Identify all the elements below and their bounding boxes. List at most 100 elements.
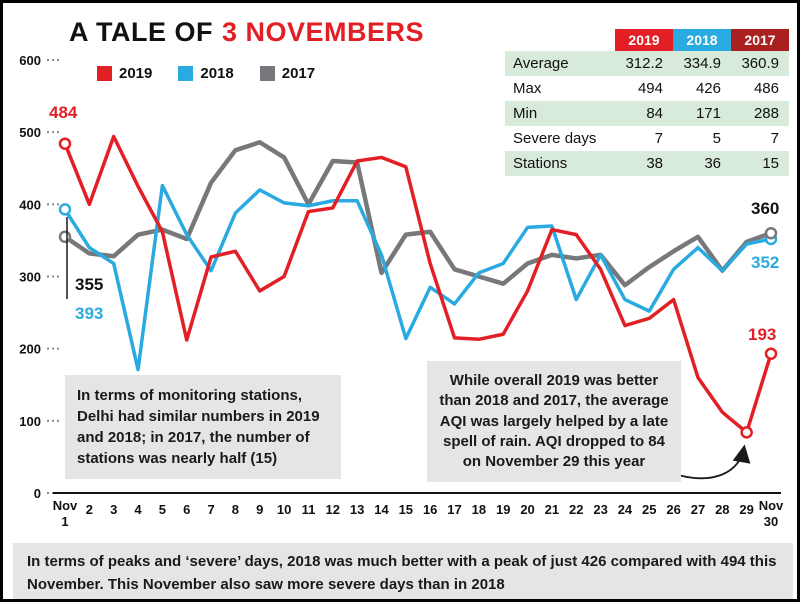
- table-header-row: 2019 2018 2017: [505, 29, 789, 51]
- y-tick-label: 200: [19, 342, 41, 357]
- label-start-2018: 393: [75, 304, 104, 323]
- label-end-2018: 352: [751, 253, 780, 272]
- legend-item-2018: 2018: [178, 65, 234, 82]
- legend-label-2017: 2017: [281, 65, 316, 82]
- y-tick-label: 600: [19, 53, 41, 68]
- x-tick-label: 14: [374, 502, 389, 517]
- x-tick-label: 1: [61, 514, 68, 529]
- point-marker-2017: [764, 226, 778, 240]
- x-tick-label: 2: [86, 502, 93, 517]
- chart-legend: 2019 2018 2017: [97, 65, 315, 82]
- point-marker-2018: [58, 203, 72, 216]
- x-tick-label: 7: [207, 502, 214, 517]
- legend-label-2019: 2019: [119, 65, 153, 82]
- point-marker-2019: [764, 347, 778, 360]
- table-row-severe-days: Severe days 7 5 7: [505, 126, 789, 151]
- legend-item-2019: 2019: [97, 65, 152, 82]
- note-bottom: In terms of peaks and ‘severe’ days, 201…: [13, 543, 793, 599]
- point-marker-2019: [740, 426, 753, 439]
- stats-table: 2019 2018 2017 Average 312.2 334.9 360.9…: [505, 29, 789, 176]
- cell-value: 36: [704, 155, 721, 172]
- title-red: 3 NOVEMBERS: [221, 17, 425, 47]
- x-tick-label: 30: [764, 514, 778, 529]
- cell-value: 171: [695, 105, 721, 122]
- x-tick-label: 18: [472, 502, 486, 517]
- table-row-stations: Stations 38 36 15: [505, 151, 789, 176]
- x-tick-label: 17: [447, 502, 461, 517]
- x-tick-label: 11: [302, 502, 316, 517]
- row-label: Min: [513, 105, 538, 122]
- line-2018: [63, 183, 773, 372]
- legend-swatch-2018: [178, 66, 194, 81]
- label-end-2017: 360: [751, 199, 780, 218]
- x-tick-label: 6: [183, 502, 190, 517]
- legend-swatch-2017: [259, 66, 275, 81]
- label-start-2019: 484: [49, 103, 78, 122]
- table-header-2019: 2019: [615, 29, 673, 51]
- table-row-max: Max 494 426 486: [505, 76, 789, 101]
- x-tick-label: 19: [496, 502, 510, 517]
- cell-value: 7: [770, 130, 779, 147]
- x-tick-label: 10: [277, 502, 291, 517]
- row-label: Severe days: [513, 130, 597, 147]
- line-2017: [62, 140, 774, 288]
- x-tick-label: 13: [350, 502, 364, 517]
- x-tick-label: 21: [545, 502, 559, 517]
- x-tick-label: 8: [232, 502, 239, 517]
- x-tick-label: 25: [642, 502, 656, 517]
- table-header-2017: 2017: [731, 29, 789, 51]
- y-tick-label: 300: [19, 270, 41, 285]
- cell-value: 312.2: [625, 55, 663, 72]
- table-header-2018: 2018: [673, 29, 731, 51]
- table-row-min: Min 84 171 288: [505, 101, 789, 126]
- x-tick-label: 9: [256, 502, 263, 517]
- row-label: Stations: [513, 155, 568, 172]
- cell-value: 38: [646, 155, 663, 172]
- x-tick-label: 15: [399, 502, 413, 517]
- legend-label-2018: 2018: [200, 65, 234, 82]
- legend-item-2017: 2017: [259, 65, 316, 82]
- x-tick-label: 16: [423, 502, 437, 517]
- cell-value: 7: [654, 130, 663, 147]
- row-label: Max: [513, 80, 542, 97]
- cell-value: 426: [695, 80, 721, 97]
- x-tick-label: 12: [326, 502, 340, 517]
- cell-value: 288: [753, 105, 779, 122]
- x-tick-label: 5: [159, 502, 166, 517]
- point-marker-2019: [58, 137, 72, 150]
- note-stations: In terms of monitoring stations, Delhi h…: [65, 375, 341, 479]
- x-tick-label: 24: [618, 502, 633, 517]
- table-corner-cell: [505, 29, 615, 51]
- x-tick-label: 3: [110, 502, 117, 517]
- x-tick-label: 20: [520, 502, 534, 517]
- legend-swatch-2019: [97, 66, 112, 81]
- rain-annotation-arrow: [670, 444, 751, 480]
- x-tick-label: 4: [134, 502, 142, 517]
- x-tick-label: 29: [739, 502, 753, 517]
- chart-title: A TALE OF 3 NOVEMBERS: [69, 17, 424, 48]
- title-black: A TALE OF: [69, 17, 213, 47]
- x-tick-label: 26: [666, 502, 680, 517]
- cell-value: 15: [762, 155, 779, 172]
- x-tick-label: Nov: [759, 498, 784, 513]
- cell-value: 494: [637, 80, 663, 97]
- label-start-2017: 355: [75, 275, 104, 294]
- table-row-average: Average 312.2 334.9 360.9: [505, 51, 789, 76]
- point-marker-2017: [58, 230, 72, 244]
- cell-value: 486: [753, 80, 779, 97]
- cell-value: 360.9: [741, 55, 779, 72]
- x-tick-label: 28: [715, 502, 729, 517]
- note-rain: While overall 2019 was better than 2018 …: [427, 361, 681, 483]
- y-tick-label: 0: [34, 486, 41, 501]
- x-tick-label: 27: [691, 502, 705, 517]
- label-end-2019: 193: [748, 325, 777, 344]
- y-tick-label: 100: [19, 414, 41, 429]
- row-label: Average: [513, 55, 569, 72]
- cell-value: 5: [712, 130, 721, 147]
- x-tick-label: 23: [593, 502, 607, 517]
- cell-value: 84: [646, 105, 663, 122]
- y-tick-label: 400: [19, 197, 41, 212]
- line-2019: [63, 134, 773, 435]
